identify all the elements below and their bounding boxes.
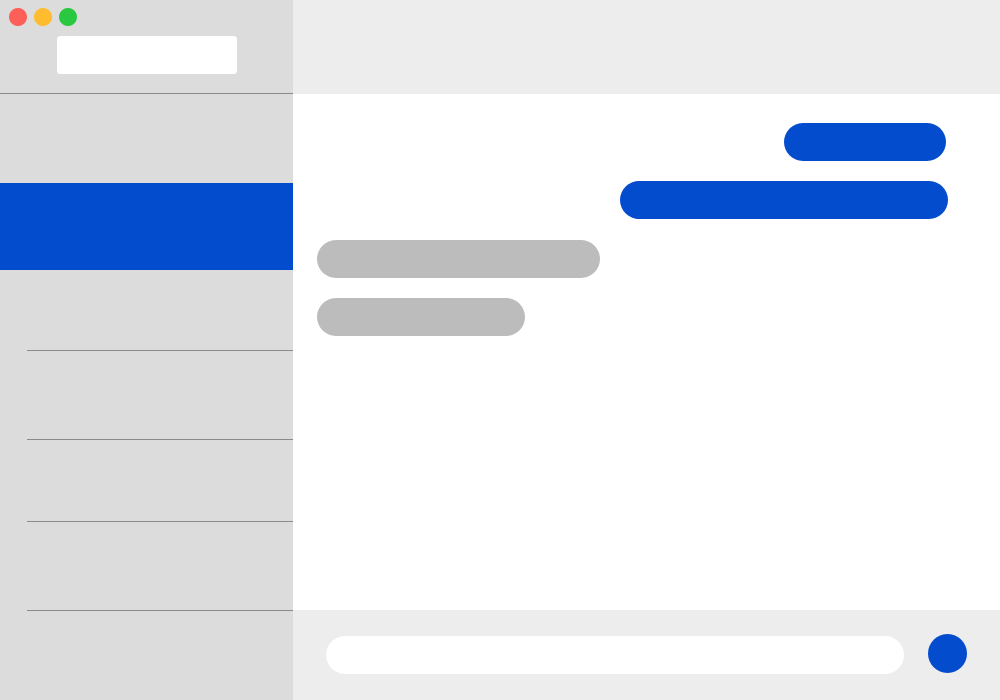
conversation-item[interactable]: [0, 95, 293, 183]
conversation-divider: [27, 439, 293, 440]
sent-message-bubble: [620, 181, 948, 219]
minimize-window-button[interactable]: [34, 8, 52, 26]
conversation-divider: [27, 521, 293, 522]
search-input[interactable]: [57, 36, 237, 74]
conversation-item[interactable]: [0, 351, 293, 440]
sent-message-bubble: [784, 123, 946, 161]
received-message-bubble: [317, 240, 600, 278]
send-button[interactable]: [928, 634, 967, 673]
zoom-window-button[interactable]: [59, 8, 77, 26]
received-message-bubble: [317, 298, 525, 336]
sidebar-header: [0, 0, 293, 94]
conversation-divider: [27, 350, 293, 351]
conversation-divider: [27, 610, 293, 611]
conversation-item[interactable]: [0, 611, 293, 700]
conversation-item-selected[interactable]: [0, 183, 293, 270]
message-composer: [293, 610, 1000, 700]
conversation-item[interactable]: [0, 440, 293, 522]
conversation-item[interactable]: [0, 270, 293, 351]
conversation-header: [293, 0, 1000, 94]
conversation-sidebar: [0, 0, 293, 700]
message-input[interactable]: [326, 636, 904, 674]
conversation-item[interactable]: [0, 522, 293, 611]
close-window-button[interactable]: [9, 8, 27, 26]
message-thread: [293, 94, 1000, 610]
